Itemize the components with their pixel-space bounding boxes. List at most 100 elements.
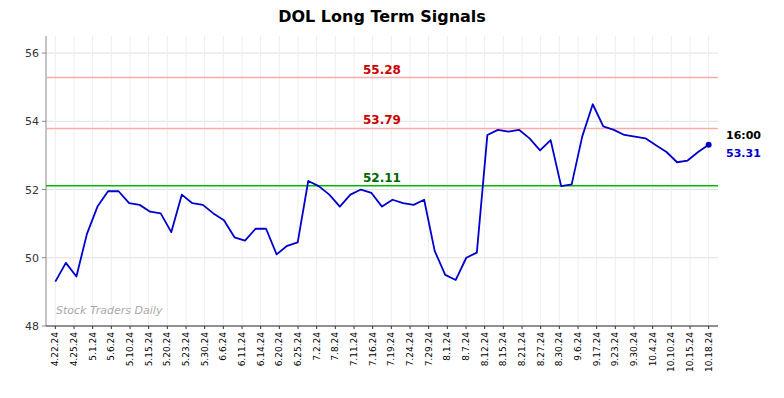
x-tick-label: 5.10.24 (125, 332, 135, 367)
x-tick (578, 326, 579, 329)
x-tick (242, 326, 243, 329)
x-grid-line (111, 36, 112, 326)
x-tick (74, 326, 75, 329)
x-tick-label: 6.11.24 (237, 332, 247, 367)
grid (46, 36, 718, 326)
x-grid-line (260, 36, 261, 326)
x-grid-line (540, 36, 541, 326)
x-tick (391, 326, 392, 329)
x-tick-label: 5.1.24 (88, 332, 98, 361)
reference-line (46, 128, 718, 130)
x-tick (634, 326, 635, 329)
x-grid-line (634, 36, 635, 326)
reference-line (46, 77, 718, 79)
x-axis-line (46, 326, 718, 327)
x-tick-label: 5.23.24 (181, 332, 191, 367)
x-tick (167, 326, 168, 329)
x-tick-label: 5.20.24 (162, 332, 172, 367)
price-line (55, 104, 708, 281)
x-grid-line (410, 36, 411, 326)
x-tick-label: 6.25.24 (293, 332, 303, 367)
y-grid-line (46, 189, 718, 190)
x-tick-label: 8.27.24 (536, 332, 546, 367)
x-tick (671, 326, 672, 329)
x-tick-label: 7.8.24 (330, 332, 340, 361)
x-tick-label: 8.15.24 (498, 332, 508, 367)
last-price-label: 53.31 (726, 147, 761, 160)
x-tick (447, 326, 448, 329)
x-grid-line (204, 36, 205, 326)
x-grid-line (298, 36, 299, 326)
y-tick-label: 48 (25, 320, 39, 333)
x-grid-line (671, 36, 672, 326)
x-tick-label: 7.2.24 (312, 332, 322, 361)
x-tick-label: 7.19.24 (386, 332, 396, 367)
y-tick-label: 54 (25, 115, 39, 128)
x-grid-line (316, 36, 317, 326)
x-grid-line (335, 36, 336, 326)
y-tick-label: 56 (25, 47, 39, 60)
x-grid-line (55, 36, 56, 326)
x-tick-label: 4.22.24 (50, 332, 60, 367)
x-tick-label: 10.4.24 (648, 332, 658, 367)
reference-label: 52.11 (363, 171, 401, 185)
x-tick-label: 10.15.24 (685, 332, 695, 372)
y-tick-label: 50 (25, 252, 39, 265)
title: DOL Long Term Signals (278, 7, 486, 26)
x-tick (596, 326, 597, 329)
x-tick (204, 326, 205, 329)
x-tick (708, 326, 709, 329)
x-grid-line (279, 36, 280, 326)
x-tick-label: 9.17.24 (592, 332, 602, 367)
x-grid-line (708, 36, 709, 326)
x-tick (55, 326, 56, 329)
x-tick-label: 8.12.24 (480, 332, 490, 367)
x-tick (559, 326, 560, 329)
y-grid-line (46, 257, 718, 258)
x-tick-label: 5.6.24 (106, 332, 116, 361)
x-tick (92, 326, 93, 329)
x-grid-line (447, 36, 448, 326)
x-tick (540, 326, 541, 329)
y-tick (42, 53, 46, 54)
reference-line (46, 185, 718, 187)
x-grid-line (242, 36, 243, 326)
x-tick-label: 9.23.24 (610, 332, 620, 367)
x-tick (522, 326, 523, 329)
reference-label: 53.79 (363, 113, 401, 127)
x-grid-line (130, 36, 131, 326)
x-tick-label: 9.6.24 (573, 332, 583, 361)
y-tick (42, 326, 46, 327)
x-tick-label: 4.25.24 (69, 332, 79, 367)
reference-label: 55.28 (363, 63, 401, 77)
x-grid-line (522, 36, 523, 326)
x-tick (260, 326, 261, 329)
y-tick-label: 52 (25, 184, 39, 197)
x-tick (466, 326, 467, 329)
x-grid-line (148, 36, 149, 326)
x-tick (111, 326, 112, 329)
x-grid-line (652, 36, 653, 326)
x-tick (690, 326, 691, 329)
x-tick (503, 326, 504, 329)
x-tick-label: 5.30.24 (200, 332, 210, 367)
y-tick (42, 257, 46, 258)
y-tick (42, 189, 46, 190)
plot-area (46, 78, 718, 282)
last-time-label: 16:00 (726, 129, 761, 142)
x-tick (279, 326, 280, 329)
x-tick-label: 7.11.24 (349, 332, 359, 367)
x-tick (186, 326, 187, 329)
x-tick-label: 7.24.24 (405, 332, 415, 367)
x-grid-line (186, 36, 187, 326)
x-tick (615, 326, 616, 329)
x-grid-line (466, 36, 467, 326)
x-grid-line (484, 36, 485, 326)
x-tick (130, 326, 131, 329)
x-tick-label: 5.15.24 (144, 332, 154, 367)
last-point (706, 142, 712, 148)
x-grid-line (690, 36, 691, 326)
y-axis-line (46, 36, 47, 326)
x-tick-label: 8.30.24 (554, 332, 564, 367)
x-tick (484, 326, 485, 329)
